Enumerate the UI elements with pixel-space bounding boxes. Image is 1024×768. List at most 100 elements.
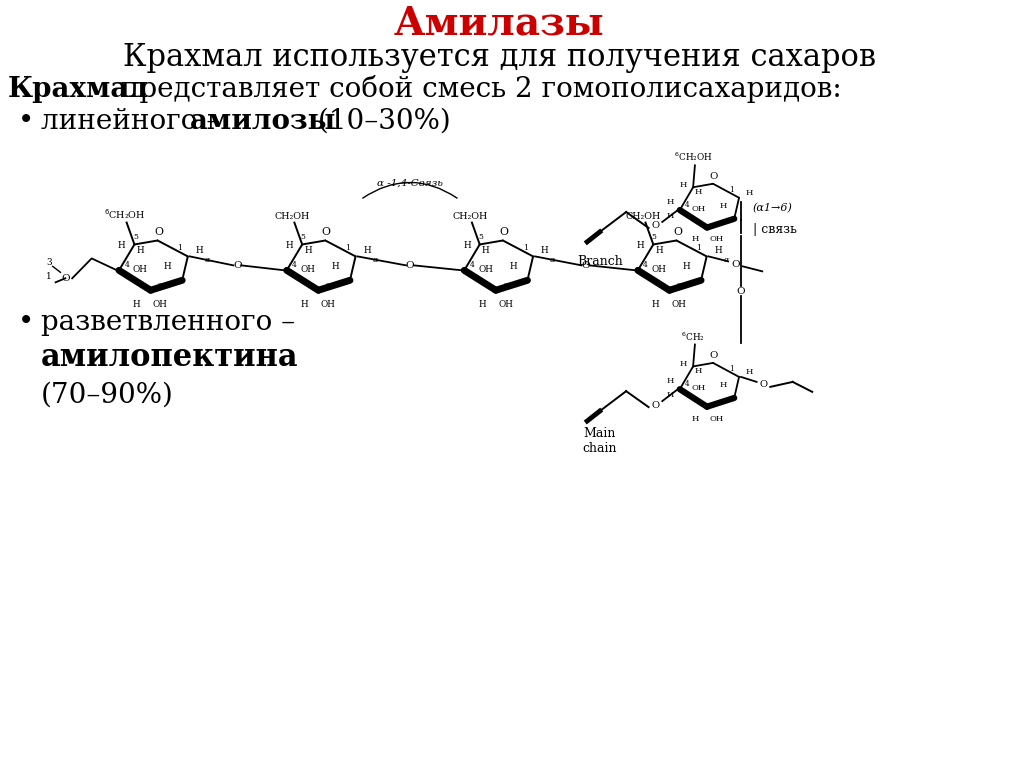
Text: H: H [745, 189, 753, 197]
Text: 4: 4 [643, 261, 648, 270]
Text: α: α [373, 257, 378, 264]
Text: 3: 3 [46, 258, 51, 267]
Text: O: O [673, 227, 682, 237]
Text: H: H [691, 236, 699, 243]
Text: OH: OH [710, 415, 724, 422]
Text: 1: 1 [696, 244, 701, 253]
Text: OH: OH [133, 265, 147, 274]
Text: Крахмал: Крахмал [8, 76, 148, 103]
Text: Амилазы: Амилазы [394, 5, 605, 42]
Text: O: O [582, 261, 590, 270]
Text: H: H [133, 300, 141, 309]
Text: разветвленного –: разветвленного – [41, 309, 295, 336]
Text: H: H [655, 246, 663, 255]
Text: 1: 1 [46, 272, 51, 281]
Text: OH: OH [691, 384, 706, 392]
Text: O: O [651, 221, 659, 230]
Text: α -1,4-Связь: α -1,4-Связь [377, 179, 442, 187]
Text: (70–90%): (70–90%) [41, 381, 174, 409]
Text: O: O [760, 380, 768, 389]
Text: 3: 3 [659, 283, 665, 290]
Text: α: α [205, 257, 210, 264]
Text: H: H [196, 246, 204, 255]
Text: | связь: | связь [753, 223, 797, 236]
Text: OH: OH [710, 236, 724, 243]
Text: O: O [500, 227, 508, 237]
Text: 5: 5 [478, 233, 483, 240]
Text: (α1→6): (α1→6) [753, 203, 793, 213]
Text: H: H [481, 246, 489, 255]
Text: $^6$CH₂OH: $^6$CH₂OH [674, 151, 713, 164]
Text: линейного –: линейного – [41, 108, 229, 134]
Text: 4: 4 [470, 261, 474, 270]
Text: H: H [667, 198, 674, 206]
Text: 5: 5 [301, 233, 305, 240]
Text: 3: 3 [485, 283, 490, 290]
Text: 2: 2 [677, 283, 682, 290]
Text: H: H [720, 381, 727, 389]
Text: H: H [680, 181, 687, 189]
Text: CH₂OH: CH₂OH [453, 211, 487, 220]
Text: 4: 4 [685, 380, 690, 388]
Text: H: H [715, 246, 722, 255]
Text: 1: 1 [729, 365, 733, 373]
Text: H: H [683, 262, 690, 271]
Text: представляет собой смесь 2 гомополисахаридов:: представляет собой смесь 2 гомополисахар… [113, 75, 842, 103]
Text: H: H [463, 241, 471, 250]
Text: 1: 1 [523, 244, 527, 253]
Text: H: H [164, 262, 172, 271]
Text: H: H [332, 262, 339, 271]
Text: α: α [723, 257, 729, 264]
Text: O: O [736, 286, 745, 296]
Text: H: H [667, 212, 674, 220]
Text: 2: 2 [158, 283, 163, 290]
Text: H: H [301, 300, 308, 309]
Text: OH: OH [498, 300, 513, 309]
Text: O: O [233, 261, 242, 270]
Text: O: O [61, 274, 70, 283]
Text: 1: 1 [345, 244, 350, 253]
Text: амилопектина: амилопектина [41, 343, 299, 373]
Text: H: H [667, 377, 674, 386]
Text: 4: 4 [124, 261, 129, 270]
Text: Branch: Branch [577, 255, 623, 268]
Text: H: H [745, 368, 753, 376]
Text: 5: 5 [652, 233, 656, 240]
Text: OH: OH [691, 204, 706, 213]
Text: OH: OH [478, 265, 494, 274]
Text: H: H [136, 246, 144, 255]
Text: 2: 2 [326, 283, 331, 290]
Text: OH: OH [652, 265, 667, 274]
Text: H: H [694, 188, 701, 197]
Text: O: O [731, 260, 740, 269]
Text: H: H [680, 360, 687, 369]
Text: CH₂OH: CH₂OH [626, 211, 662, 220]
Text: 1: 1 [177, 244, 182, 253]
Text: O: O [710, 351, 718, 360]
Text: $^6$CH₂OH: $^6$CH₂OH [103, 207, 145, 220]
Text: O: O [322, 227, 331, 237]
Text: H: H [304, 246, 312, 255]
Text: OH: OH [672, 300, 687, 309]
Text: 5: 5 [133, 233, 138, 240]
Text: 4: 4 [292, 261, 297, 270]
Text: O: O [154, 227, 163, 237]
Text: •: • [17, 108, 34, 134]
Text: H: H [637, 241, 644, 250]
Text: O: O [406, 261, 415, 270]
Text: OH: OH [321, 300, 336, 309]
Text: H: H [509, 262, 517, 271]
Text: H: H [691, 415, 699, 422]
Text: H: H [694, 367, 701, 376]
Text: H: H [652, 300, 659, 309]
Text: Main
chain: Main chain [583, 427, 617, 455]
Text: (10–30%): (10–30%) [309, 108, 451, 134]
Text: H: H [667, 391, 674, 399]
Text: 3: 3 [308, 283, 313, 290]
Text: O: O [710, 172, 718, 180]
Text: •: • [17, 309, 34, 336]
Text: амилозы: амилозы [190, 108, 337, 134]
Text: H: H [720, 202, 727, 210]
Text: OH: OH [153, 300, 168, 309]
Text: O: O [651, 401, 659, 409]
